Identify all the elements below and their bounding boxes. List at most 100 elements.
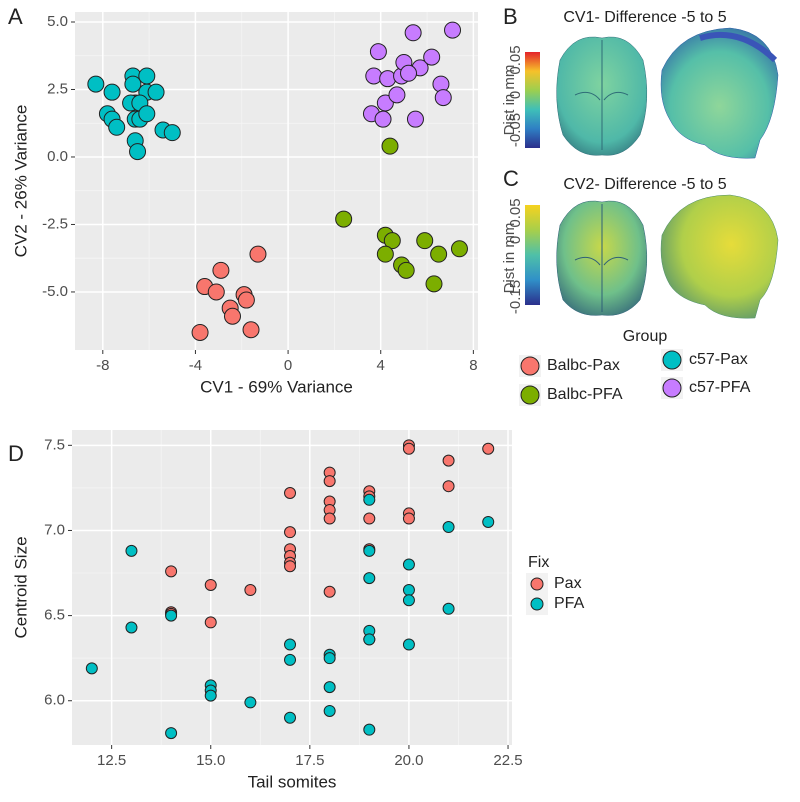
point xyxy=(147,83,165,101)
y-axis-label: Centroid Size xyxy=(11,536,30,638)
point xyxy=(434,89,452,107)
skull-shading xyxy=(699,31,778,63)
x-tick-label: 4 xyxy=(377,357,385,374)
legend-label: Pax xyxy=(554,575,582,592)
x-tick-label: -4 xyxy=(189,357,202,374)
legend-label: PFA xyxy=(554,595,585,612)
x-tick-label: 8 xyxy=(469,357,477,374)
skull-side xyxy=(660,194,779,319)
skull-suture xyxy=(574,40,629,150)
point xyxy=(482,515,495,528)
point xyxy=(482,442,495,455)
point xyxy=(425,275,443,293)
colorbar xyxy=(525,52,540,148)
point xyxy=(404,24,422,42)
colorbar-label: Dist in mm xyxy=(501,65,518,136)
x-tick-label: 20.0 xyxy=(394,752,423,769)
point xyxy=(335,210,353,228)
point xyxy=(237,291,255,309)
legend-label: c57-PFA xyxy=(689,379,751,396)
point xyxy=(442,602,455,615)
point xyxy=(402,584,415,597)
y-tick-label: 5.0 xyxy=(47,13,68,30)
point xyxy=(223,307,241,325)
point xyxy=(416,232,434,250)
y-tick-label: -2.5 xyxy=(42,215,68,232)
colorbar-tick-label: -0.15 xyxy=(507,280,524,314)
point xyxy=(163,124,181,142)
legend-marker xyxy=(520,356,540,376)
point xyxy=(363,723,376,736)
point xyxy=(369,43,387,61)
legend-marker xyxy=(662,378,682,398)
legend-title: Fix xyxy=(528,554,549,571)
point xyxy=(284,560,297,573)
point xyxy=(402,594,415,607)
point xyxy=(400,64,418,82)
legend-marker xyxy=(662,350,682,370)
point xyxy=(323,585,336,598)
panel-letter: D xyxy=(8,441,24,466)
plot-background xyxy=(72,430,512,745)
point xyxy=(165,609,178,622)
panel-letter: C xyxy=(503,166,519,191)
point xyxy=(402,442,415,455)
colorbar-tick-label: -0.05 xyxy=(507,113,524,147)
point xyxy=(374,110,392,128)
y-tick-label: -5.0 xyxy=(42,283,68,300)
colorbar-tick-label: 0 xyxy=(507,91,524,99)
point xyxy=(402,638,415,651)
point xyxy=(442,454,455,467)
x-tick-label: 22.5 xyxy=(493,752,522,769)
point xyxy=(165,727,178,740)
colorbar-tick-label: 0.05 xyxy=(507,198,524,227)
point xyxy=(323,704,336,717)
point xyxy=(323,512,336,525)
point xyxy=(363,633,376,646)
point xyxy=(363,544,376,557)
point xyxy=(363,572,376,585)
panel-title: CV2- Difference -5 to 5 xyxy=(563,176,726,193)
x-tick-label: 0 xyxy=(284,357,292,374)
y-tick-label: 6.5 xyxy=(44,607,65,624)
legend-title: Group xyxy=(623,328,668,345)
x-tick-label: 12.5 xyxy=(97,752,126,769)
point xyxy=(363,493,376,506)
point xyxy=(381,137,399,155)
legend-label: Balbc-Pax xyxy=(547,357,620,374)
point xyxy=(108,118,126,136)
point xyxy=(363,512,376,525)
point xyxy=(423,48,441,66)
x-tick-label: -8 xyxy=(96,357,109,374)
point xyxy=(125,621,138,634)
panel-letter: A xyxy=(8,4,23,29)
point xyxy=(284,653,297,666)
point xyxy=(442,521,455,534)
point xyxy=(397,261,415,279)
point xyxy=(204,578,217,591)
point xyxy=(204,616,217,629)
colorbar xyxy=(525,205,540,305)
point xyxy=(323,652,336,665)
point xyxy=(125,544,138,557)
y-tick-label: 7.0 xyxy=(44,521,65,538)
point xyxy=(365,67,383,85)
legend-label: Balbc-PFA xyxy=(547,386,623,403)
point xyxy=(85,662,98,675)
point xyxy=(244,696,257,709)
skull-side xyxy=(660,27,779,159)
point xyxy=(103,83,121,101)
point xyxy=(284,711,297,724)
point xyxy=(376,94,394,112)
point xyxy=(442,480,455,493)
point xyxy=(284,638,297,651)
colorbar-tick-label: 0.05 xyxy=(507,45,524,74)
colorbar-tick-label: 0 xyxy=(507,236,524,244)
point xyxy=(406,110,424,128)
point xyxy=(444,21,462,39)
x-axis-label: Tail somites xyxy=(248,772,337,791)
point xyxy=(207,283,225,301)
legend-marker xyxy=(520,385,540,405)
point xyxy=(430,245,448,263)
